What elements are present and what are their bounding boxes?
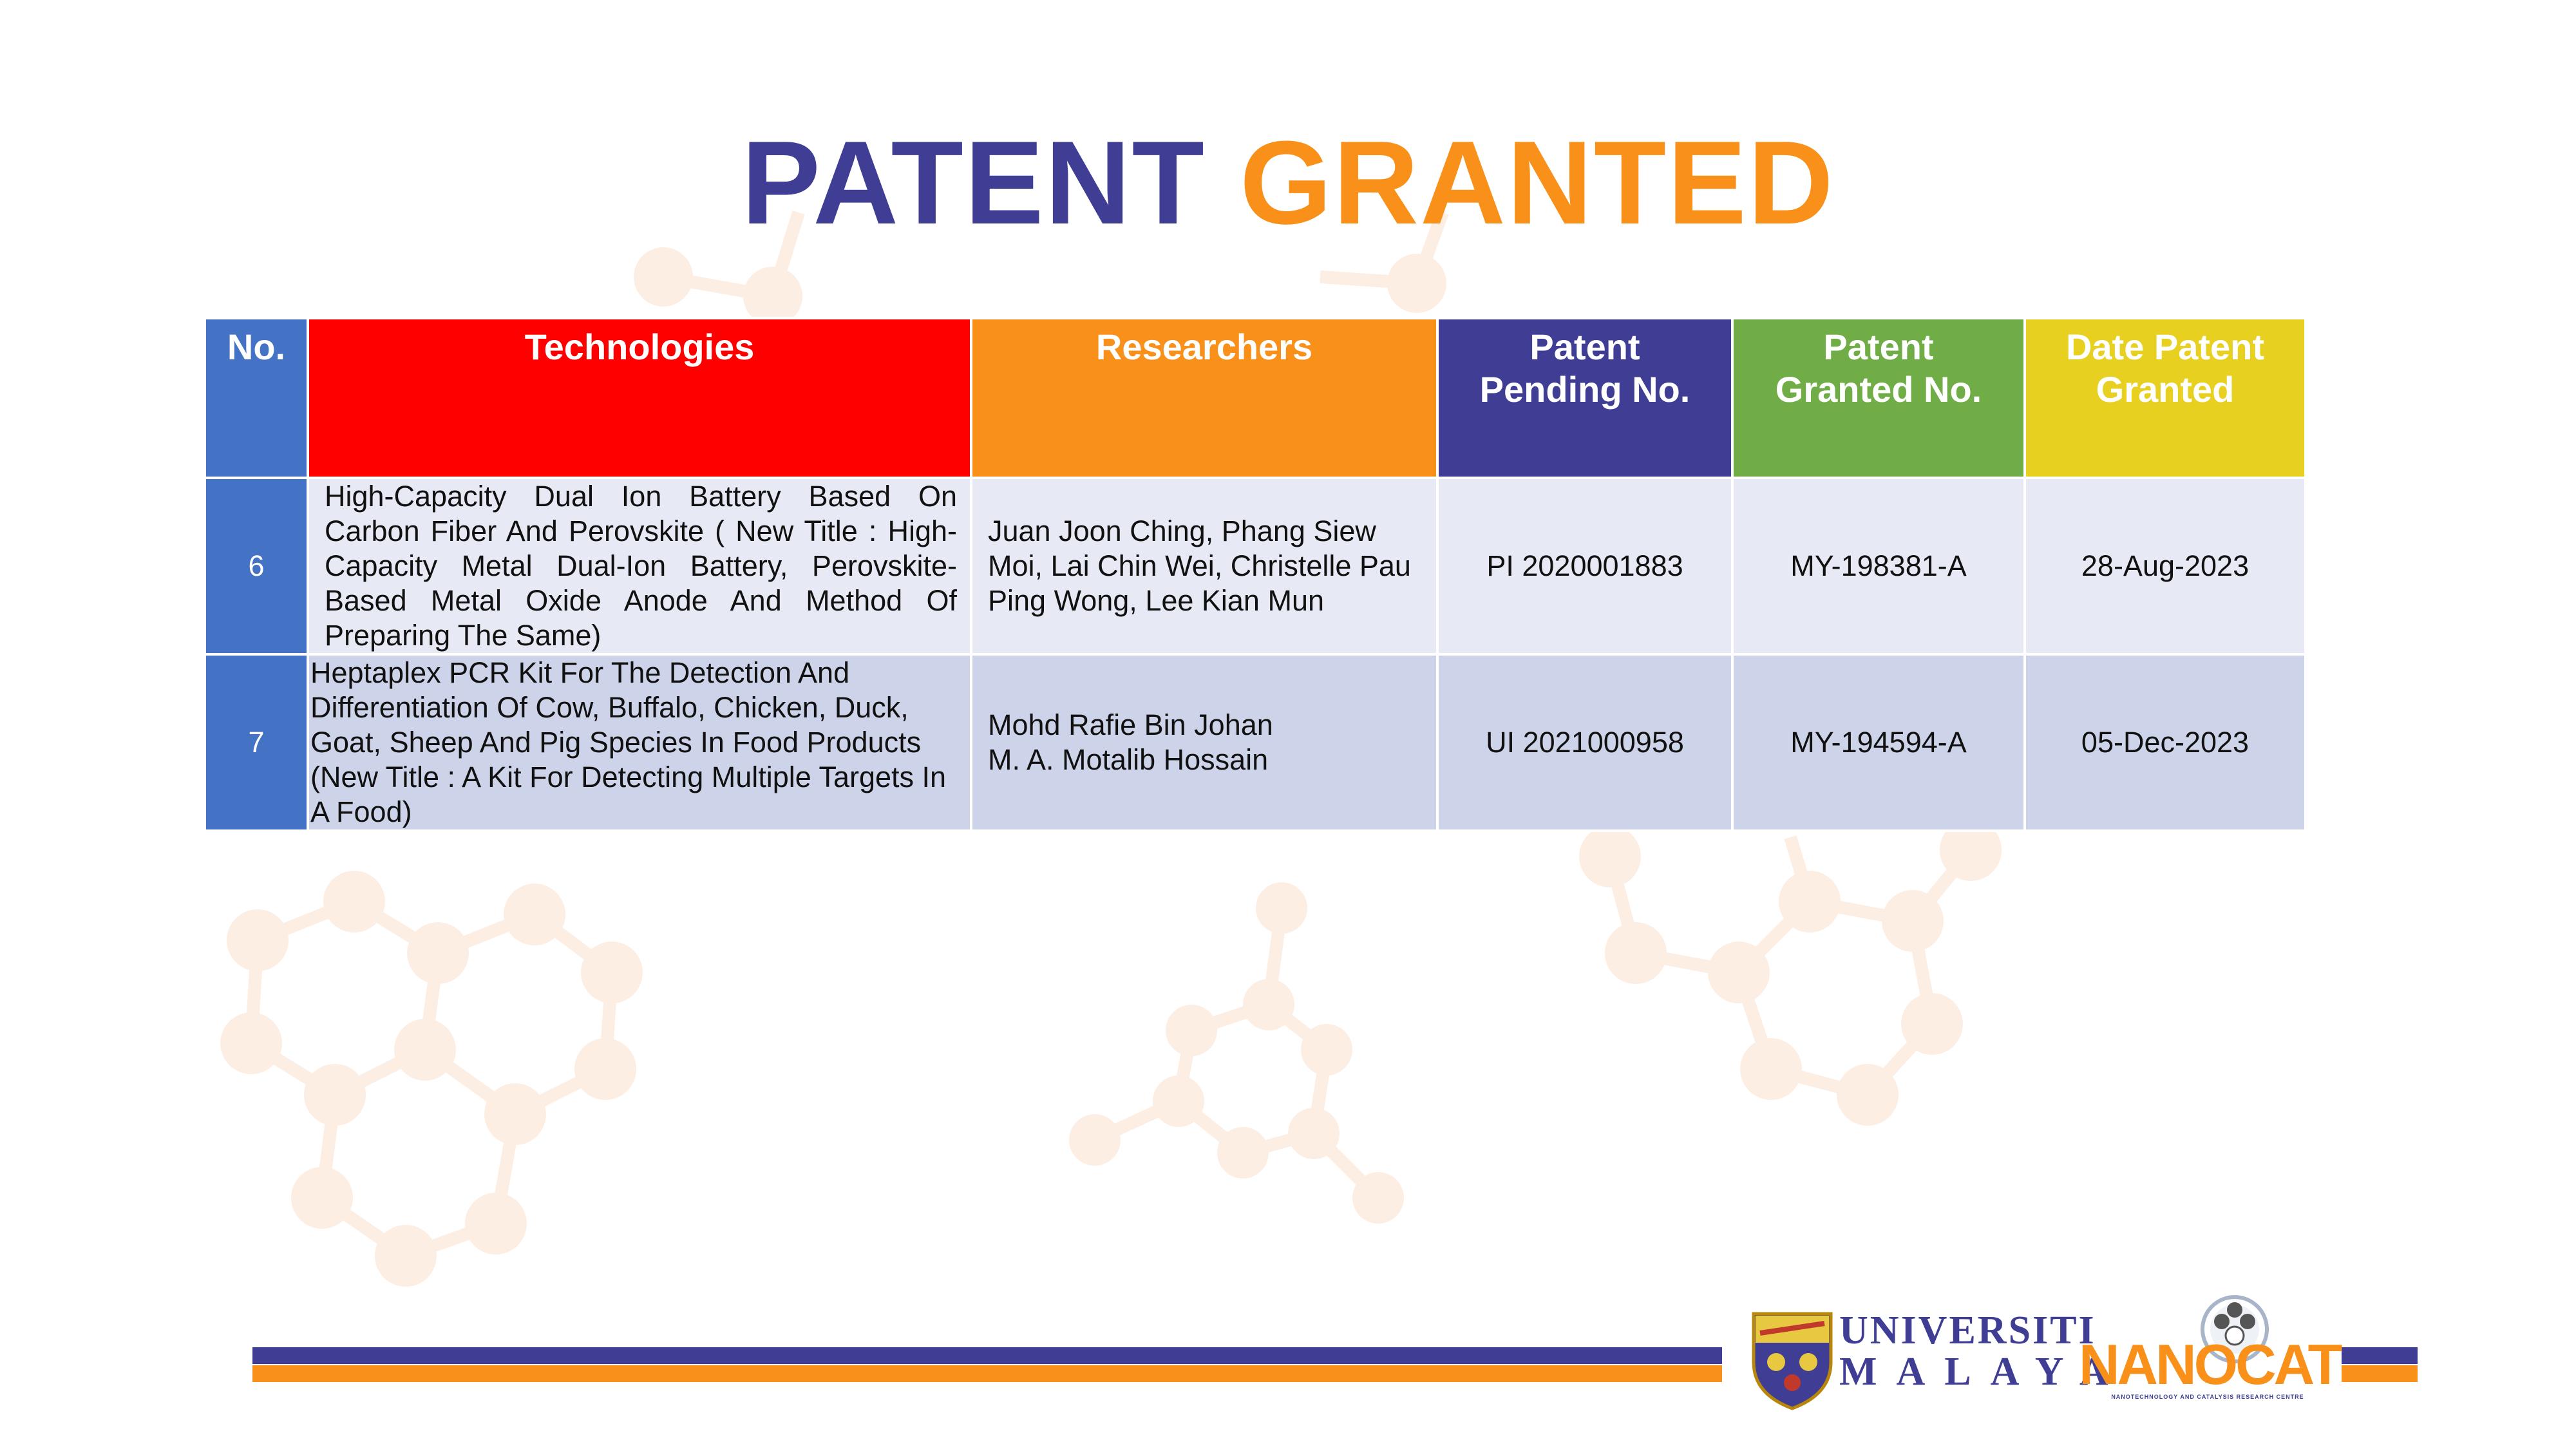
researchers-cell: Juan Joon Ching, Phang Siew Moi, Lai Chi… (970, 477, 1439, 656)
title-word-granted: GRANTED (1240, 116, 1835, 249)
technology-cell: High-Capacity Dual Ion Battery Based On … (307, 477, 972, 656)
date-granted-cell: 05-Dec-2023 (2023, 653, 2307, 832)
row-number: 7 (204, 653, 309, 832)
header-technologies: Technologies (307, 317, 972, 479)
technology-cell: Heptaplex PCR Kit For The Detection And … (307, 653, 972, 832)
page-title: PATENT GRANTED (0, 115, 2576, 250)
granted-no-cell: MY-198381-A (1731, 477, 2026, 656)
pending-no-cell: PI 2020001883 (1436, 477, 1734, 656)
university-crest-icon (1752, 1312, 1833, 1410)
header-patent-pending-no: Patent Pending No. (1436, 317, 1734, 479)
patent-table: No. Technologies Researchers Patent Pend… (204, 317, 2307, 832)
nanocat-tagline: NANOTECHNOLOGY AND CATALYSIS RESEARCH CE… (2111, 1394, 2304, 1400)
table-header-row: No. Technologies Researchers Patent Pend… (204, 317, 2307, 479)
researchers-cell: Mohd Rafie Bin Johan M. A. Motalib Hossa… (970, 653, 1439, 832)
university-name-line2: MALAYA (1839, 1350, 2128, 1394)
footer-bar-purple-left (252, 1347, 1722, 1364)
header-researchers: Researchers (970, 317, 1439, 479)
footer-bar-orange-left (252, 1365, 1722, 1382)
university-name: UNIVERSITI MALAYA (1839, 1310, 2128, 1392)
header-date-patent-granted: Date Patent Granted (2023, 317, 2307, 479)
header-patent-granted-no: Patent Granted No. (1731, 317, 2026, 479)
table-row: 6 High-Capacity Dual Ion Battery Based O… (204, 477, 2307, 656)
row-number: 6 (204, 477, 309, 656)
nanocat-wordmark: NANOCAT (2079, 1332, 2342, 1396)
footer-bar-purple-right (2342, 1347, 2418, 1364)
granted-no-cell: MY-194594-A (1731, 653, 2026, 832)
nanocat-logo: NANOCAT NANOTECHNOLOGY AND CATALYSIS RES… (2079, 1293, 2342, 1406)
title-word-patent: PATENT (741, 116, 1206, 249)
nanocat-molecule-icon (2201, 1295, 2269, 1363)
table-row: 7 Heptaplex PCR Kit For The Detection An… (204, 653, 2307, 832)
footer-bar-orange-right (2342, 1365, 2418, 1382)
pending-no-cell: UI 2021000958 (1436, 653, 1734, 832)
university-name-line1: UNIVERSITI (1839, 1309, 2096, 1352)
header-no: No. (204, 317, 309, 479)
date-granted-cell: 28-Aug-2023 (2023, 477, 2307, 656)
